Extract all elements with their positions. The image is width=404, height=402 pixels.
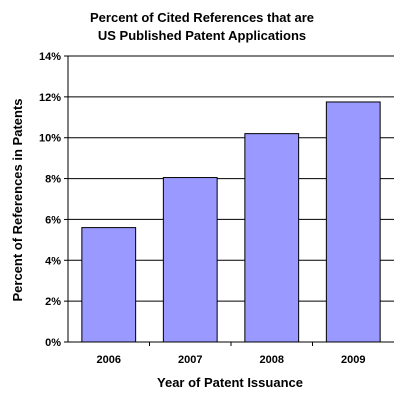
bar-2007 [162, 177, 218, 343]
y-axis-label: Percent of References in Patents [10, 98, 25, 301]
y-tick-label: 14% [39, 51, 61, 63]
chart-title-line-2: US Published Patent Applications [98, 28, 306, 43]
bar-2009 [325, 101, 381, 343]
x-axis-ticks: 2006 2007 2008 2009 [97, 342, 365, 366]
axes [67, 56, 394, 343]
y-tick-label: 6% [45, 214, 61, 226]
y-tick-label: 8% [45, 174, 61, 186]
x-tick-label: 2006 [97, 354, 121, 366]
y-axis-ticks: 0% 2% 4% 6% 8% 10% 12% 14% [39, 51, 68, 349]
y-tick-label: 12% [39, 92, 61, 104]
x-axis-label: Year of Patent Issuance [157, 375, 303, 390]
x-tick-label: 2007 [178, 354, 202, 366]
y-tick-label: 4% [45, 255, 61, 267]
bar-2006 [81, 227, 137, 343]
y-tick-label: 2% [45, 296, 61, 308]
bar-2008 [244, 133, 300, 343]
x-tick-label: 2009 [341, 354, 365, 366]
y-tick-label: 0% [45, 337, 61, 349]
y-tick-label: 10% [39, 133, 61, 145]
chart-title-line-1: Percent of Cited References that are [90, 10, 314, 25]
x-tick-label: 2008 [260, 354, 284, 366]
bars [81, 101, 381, 343]
